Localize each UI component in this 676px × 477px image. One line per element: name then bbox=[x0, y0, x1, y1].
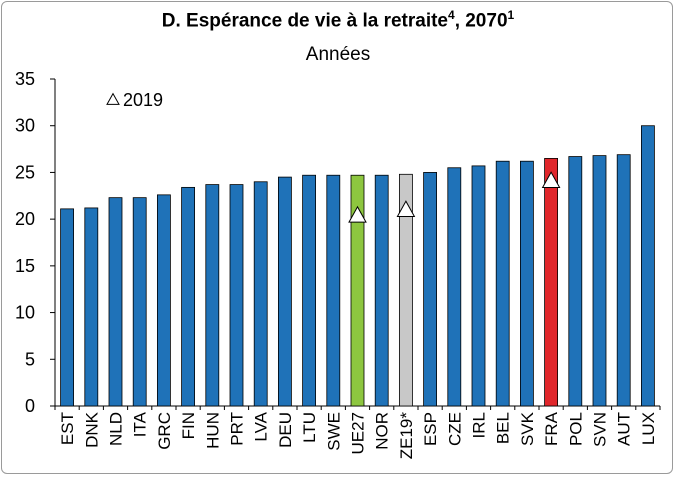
x-tick-label: FIN bbox=[179, 412, 198, 439]
x-tick-label: UE27 bbox=[349, 412, 368, 455]
bar-nld bbox=[108, 197, 123, 407]
x-tick-label: LTU bbox=[300, 412, 319, 443]
y-tick-label: 20 bbox=[15, 209, 35, 229]
x-tick-label: POL bbox=[566, 412, 585, 446]
y-tick-label: 35 bbox=[15, 69, 35, 89]
bars bbox=[60, 125, 655, 407]
y-tick-label: 25 bbox=[15, 162, 35, 182]
bar-deu bbox=[277, 176, 292, 407]
x-tick-label: ESP bbox=[421, 412, 440, 446]
y-tick-label: 30 bbox=[15, 116, 35, 136]
bar-swe bbox=[326, 174, 341, 407]
marker-2019-fra bbox=[541, 171, 561, 189]
title-footnote-2: 1 bbox=[507, 8, 515, 22]
y-tick-label: 0 bbox=[25, 396, 35, 416]
x-tick-label: AUT bbox=[615, 412, 634, 446]
x-tick-label: SWE bbox=[324, 412, 343, 451]
bar-irl bbox=[471, 165, 486, 407]
markers-2019 bbox=[348, 171, 561, 223]
title-text: D. Espérance de vie à la retraite bbox=[161, 10, 448, 32]
title-footnote-1: 4 bbox=[448, 8, 455, 22]
bar-lva bbox=[253, 181, 268, 407]
x-tick-label: PRT bbox=[228, 412, 247, 446]
bar-esp bbox=[423, 172, 438, 407]
bar-grc bbox=[156, 194, 171, 407]
x-tick-label: GRC bbox=[155, 412, 174, 450]
x-tick-label: FRA bbox=[542, 411, 561, 446]
x-tick-label: BEL bbox=[494, 412, 513, 444]
x-tick-label: ZE19* bbox=[397, 412, 416, 460]
bar-fra bbox=[544, 158, 558, 407]
axes: 0 5 10 15 20 25 30 35 EST DNK NLD ITA GRC FIN HUN PRT LV… bbox=[15, 69, 661, 460]
marker-2019-ue27 bbox=[348, 205, 367, 223]
chart-subtitle: Années bbox=[305, 44, 371, 65]
x-tick-label: HUN bbox=[203, 412, 222, 449]
title-year: , 2070 bbox=[454, 10, 508, 32]
chart-title: D. Espérance de vie à la retraite4, 2070… bbox=[0, 8, 676, 32]
y-tick-label: 15 bbox=[15, 256, 35, 276]
x-tick-label: SVK bbox=[518, 411, 537, 446]
bar-est bbox=[60, 208, 74, 407]
bar-fin bbox=[181, 186, 196, 407]
x-tick-label: SVN bbox=[591, 412, 610, 447]
bar-ltu bbox=[302, 174, 317, 407]
bar-aut bbox=[616, 154, 631, 407]
bar-lux bbox=[641, 125, 655, 407]
bar-hun bbox=[205, 184, 220, 407]
bar-cze bbox=[447, 167, 462, 407]
legend: 2019 bbox=[106, 90, 163, 110]
x-tick-label: NOR bbox=[373, 412, 392, 450]
x-tick-label: NLD bbox=[107, 412, 126, 446]
y-tick-label: 5 bbox=[25, 349, 35, 369]
bar-bel bbox=[495, 160, 510, 407]
bar-dnk bbox=[84, 207, 99, 407]
bar-ue27 bbox=[350, 174, 365, 407]
x-tick-label: LUX bbox=[639, 412, 658, 445]
bar-nor bbox=[374, 174, 389, 407]
bar-svk bbox=[520, 160, 534, 407]
x-tick-label: CZE bbox=[445, 412, 464, 446]
x-tick-label: DEU bbox=[276, 412, 295, 448]
x-tick-label: DNK bbox=[82, 411, 101, 448]
bar-svn bbox=[592, 155, 607, 407]
x-tick-label: ITA bbox=[131, 411, 150, 437]
legend-label: 2019 bbox=[123, 90, 163, 110]
x-tick-label: LVA bbox=[252, 411, 271, 441]
x-tick-label: EST bbox=[58, 412, 77, 445]
x-tick-label: IRL bbox=[470, 412, 489, 438]
bar-pol bbox=[568, 156, 583, 407]
legend-triangle-icon bbox=[106, 92, 120, 105]
bar-prt bbox=[229, 184, 244, 407]
bar-ze19 bbox=[398, 173, 413, 407]
marker-2019-ze19 bbox=[396, 200, 416, 218]
y-tick-label: 10 bbox=[15, 303, 35, 323]
bar-ita bbox=[132, 197, 147, 407]
